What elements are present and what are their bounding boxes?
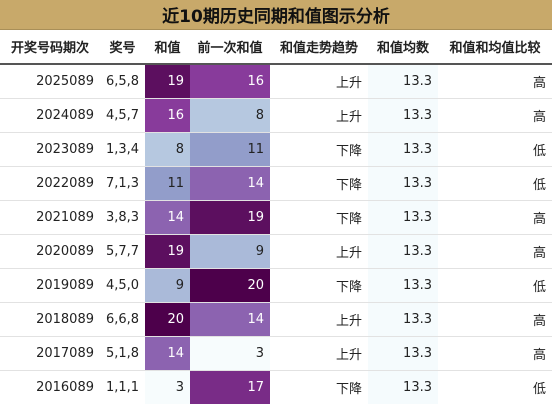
- prev-sum-cell: 3: [190, 336, 270, 371]
- numbers-cell: 7,1,3: [100, 166, 145, 201]
- trend-cell: 上升: [270, 98, 368, 133]
- compare-cell: 低: [438, 268, 552, 303]
- period-cell: 2018089: [0, 302, 100, 337]
- prev-sum-cell: 17: [190, 370, 270, 404]
- compare-cell: 高: [438, 302, 552, 337]
- trend-cell: 上升: [270, 336, 368, 371]
- history-table: 开奖号码期次 奖号 和值 前一次和值 和值走势趋势 和值均数 和值和均值比较 2…: [0, 30, 552, 404]
- trend-cell: 上升: [270, 64, 368, 99]
- avg-cell: 13.3: [368, 370, 438, 404]
- header-trend: 和值走势趋势: [270, 30, 368, 65]
- table-row: 2025089 6,5,8 19 16 上升 13.3 高: [0, 64, 552, 99]
- page-title: 近10期历史同期和值图示分析: [0, 0, 552, 30]
- avg-cell: 13.3: [368, 234, 438, 269]
- table-row: 2024089 4,5,7 16 8 上升 13.3 高: [0, 98, 552, 133]
- table-row: 2021089 3,8,3 14 19 下降 13.3 高: [0, 200, 552, 235]
- prev-sum-cell: 19: [190, 200, 270, 235]
- sum-cell: 20: [145, 302, 190, 337]
- numbers-cell: 6,5,8: [100, 64, 145, 99]
- numbers-cell: 6,6,8: [100, 302, 145, 337]
- compare-cell: 高: [438, 98, 552, 133]
- period-cell: 2024089: [0, 98, 100, 133]
- prev-sum-cell: 14: [190, 166, 270, 201]
- period-cell: 2023089: [0, 132, 100, 167]
- sum-cell: 3: [145, 370, 190, 404]
- period-cell: 2017089: [0, 336, 100, 371]
- avg-cell: 13.3: [368, 64, 438, 99]
- avg-cell: 13.3: [368, 132, 438, 167]
- table-row: 2020089 5,7,7 19 9 上升 13.3 高: [0, 234, 552, 269]
- sum-cell: 19: [145, 64, 190, 99]
- prev-sum-cell: 11: [190, 132, 270, 167]
- period-cell: 2016089: [36, 380, 94, 395]
- header-compare: 和值和均值比较: [438, 30, 552, 65]
- prev-sum-cell: 16: [190, 64, 270, 99]
- table-row: 2023089 1,3,4 8 11 下降 13.3 低: [0, 132, 552, 167]
- table-row: 2022089 7,1,3 11 14 下降 13.3 低: [0, 166, 552, 201]
- compare-cell: 高: [438, 200, 552, 235]
- sum-cell: 11: [145, 166, 190, 201]
- header-numbers: 奖号: [100, 30, 145, 65]
- numbers-cell: 1,3,4: [100, 132, 145, 167]
- trend-cell: 下降: [270, 166, 368, 201]
- table-row: 2016089 1,1,1 3 17 下降 13.3 低: [0, 370, 552, 404]
- avg-cell: 13.3: [368, 166, 438, 201]
- period-cell: 2022089: [0, 166, 100, 201]
- numbers-cell: 1,1,1: [106, 380, 140, 395]
- table-row: 2018089 6,6,8 20 14 上升 13.3 高: [0, 302, 552, 337]
- prev-sum-cell: 14: [190, 302, 270, 337]
- avg-cell: 13.3: [368, 200, 438, 235]
- sum-cell: 19: [145, 234, 190, 269]
- numbers-cell: 3,8,3: [100, 200, 145, 235]
- table-header-row: 开奖号码期次 奖号 和值 前一次和值 和值走势趋势 和值均数 和值和均值比较: [0, 30, 552, 65]
- avg-cell: 13.3: [368, 336, 438, 371]
- header-period: 开奖号码期次: [0, 30, 100, 65]
- trend-cell: 下降: [270, 132, 368, 167]
- avg-cell: 13.3: [368, 268, 438, 303]
- sum-cell: 14: [145, 336, 190, 371]
- trend-cell: 下降: [270, 268, 368, 303]
- compare-cell: 高: [438, 64, 552, 99]
- trend-cell: 上升: [270, 234, 368, 269]
- compare-cell: 低: [438, 166, 552, 201]
- compare-cell: 高: [438, 234, 552, 269]
- sum-cell: 8: [145, 132, 190, 167]
- table-row: 2017089 5,1,8 14 3 上升 13.3 高: [0, 336, 552, 371]
- header-avg: 和值均数: [368, 30, 438, 65]
- sum-cell: 9: [145, 268, 190, 303]
- compare-cell: 低: [438, 132, 552, 167]
- numbers-cell: 5,1,8: [100, 336, 145, 371]
- sum-cell: 14: [145, 200, 190, 235]
- period-cell: 2019089: [0, 268, 100, 303]
- period-cell: 2025089: [0, 64, 100, 99]
- period-cell: 2021089: [0, 200, 100, 235]
- compare-cell: 低: [532, 382, 546, 397]
- trend-cell: 下降: [335, 382, 362, 397]
- compare-cell: 高: [438, 336, 552, 371]
- header-sum: 和值: [145, 30, 190, 65]
- avg-cell: 13.3: [368, 302, 438, 337]
- prev-sum-cell: 8: [190, 98, 270, 133]
- avg-cell: 13.3: [368, 98, 438, 133]
- header-prev-sum: 前一次和值: [190, 30, 270, 65]
- numbers-cell: 5,7,7: [100, 234, 145, 269]
- prev-sum-cell: 20: [190, 268, 270, 303]
- numbers-cell: 4,5,7: [100, 98, 145, 133]
- trend-cell: 上升: [270, 302, 368, 337]
- period-cell: 2020089: [0, 234, 100, 269]
- prev-sum-cell: 9: [190, 234, 270, 269]
- table-row: 2019089 4,5,0 9 20 下降 13.3 低: [0, 268, 552, 303]
- numbers-cell: 4,5,0: [100, 268, 145, 303]
- trend-cell: 下降: [270, 200, 368, 235]
- sum-cell: 16: [145, 98, 190, 133]
